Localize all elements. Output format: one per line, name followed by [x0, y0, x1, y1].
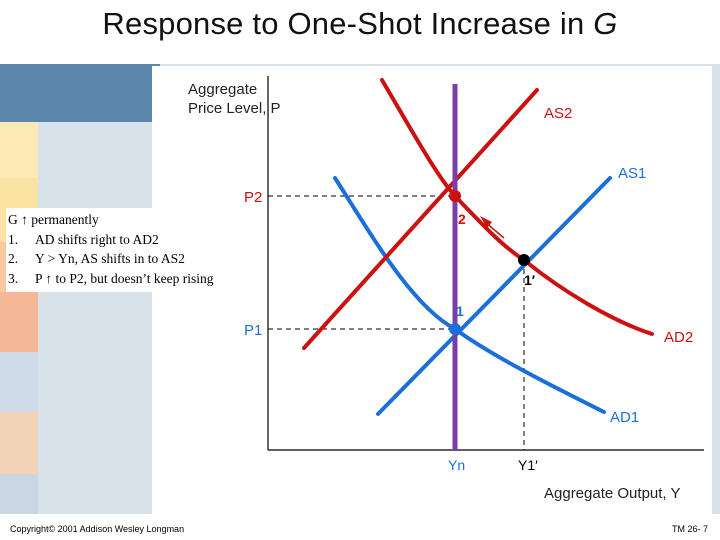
- as2-label: AS2: [544, 105, 572, 122]
- as1-curve: [376, 176, 612, 416]
- note-text: G ↑ permanently: [8, 212, 99, 227]
- note-row: 3. P ↑ to P2, but doesn’t keep rising: [8, 269, 222, 289]
- point-1-label: 1: [456, 303, 464, 319]
- decor-bar: [0, 64, 160, 122]
- slide-number: TM 26- 7: [671, 524, 708, 534]
- title-text: Response to One-Shot Increase in: [102, 6, 594, 41]
- explanation-notes: G ↑ permanently 1. AD shifts right to AD…: [6, 208, 222, 292]
- point-1-marker: [449, 323, 461, 335]
- y-axis-label-line2: Price Level, P: [188, 100, 281, 117]
- p1-label: P1: [244, 322, 262, 339]
- point-2-marker: [449, 190, 461, 202]
- as1-label: AS1: [618, 165, 646, 182]
- note-row: G ↑ permanently: [8, 210, 222, 230]
- ad2-curve: [380, 78, 654, 336]
- y1p-label: Y1′: [518, 457, 538, 473]
- ad2-label: AD2: [664, 329, 693, 346]
- note-row: 2. Y > Yn, AS shifts in to AS2: [8, 249, 222, 269]
- as-ad-diagram: Aggregate Price Level, P Aggregate Outpu…: [152, 66, 712, 514]
- slide-title: Response to One-Shot Increase in G: [0, 6, 720, 42]
- note-text: P ↑ to P2, but doesn’t keep rising: [35, 270, 214, 286]
- note-number: 3.: [8, 270, 19, 286]
- note-row: 1. AD shifts right to AD2: [8, 230, 222, 250]
- p2-label: P2: [244, 189, 262, 206]
- decor-strip: [0, 122, 38, 178]
- note-number: 2.: [8, 251, 19, 266]
- arrow-head: [480, 216, 492, 228]
- title-variable: G: [593, 6, 618, 41]
- point-2-label: 2: [458, 211, 466, 227]
- yn-label: Yn: [448, 457, 465, 473]
- diagram-svg: Aggregate Price Level, P Aggregate Outpu…: [188, 76, 704, 502]
- as2-curve: [302, 88, 539, 350]
- decor-strip: [0, 412, 38, 474]
- y-axis-label-line1: Aggregate: [188, 81, 257, 98]
- x-axis-label: Aggregate Output, Y: [544, 485, 681, 502]
- note-text: AD shifts right to AD2: [35, 231, 159, 247]
- point-1p-marker: [518, 254, 530, 266]
- decor-strip: [0, 292, 38, 352]
- copyright-footer: Copyright© 2001 Addison Wesley Longman: [10, 524, 185, 534]
- note-text: Y > Yn, AS shifts in to AS2: [35, 251, 185, 266]
- note-number: 1.: [8, 231, 19, 247]
- decor-strip: [0, 352, 38, 412]
- decor-strip: [0, 474, 38, 514]
- ad1-label: AD1: [610, 409, 639, 426]
- point-1p-label: 1′: [524, 272, 536, 288]
